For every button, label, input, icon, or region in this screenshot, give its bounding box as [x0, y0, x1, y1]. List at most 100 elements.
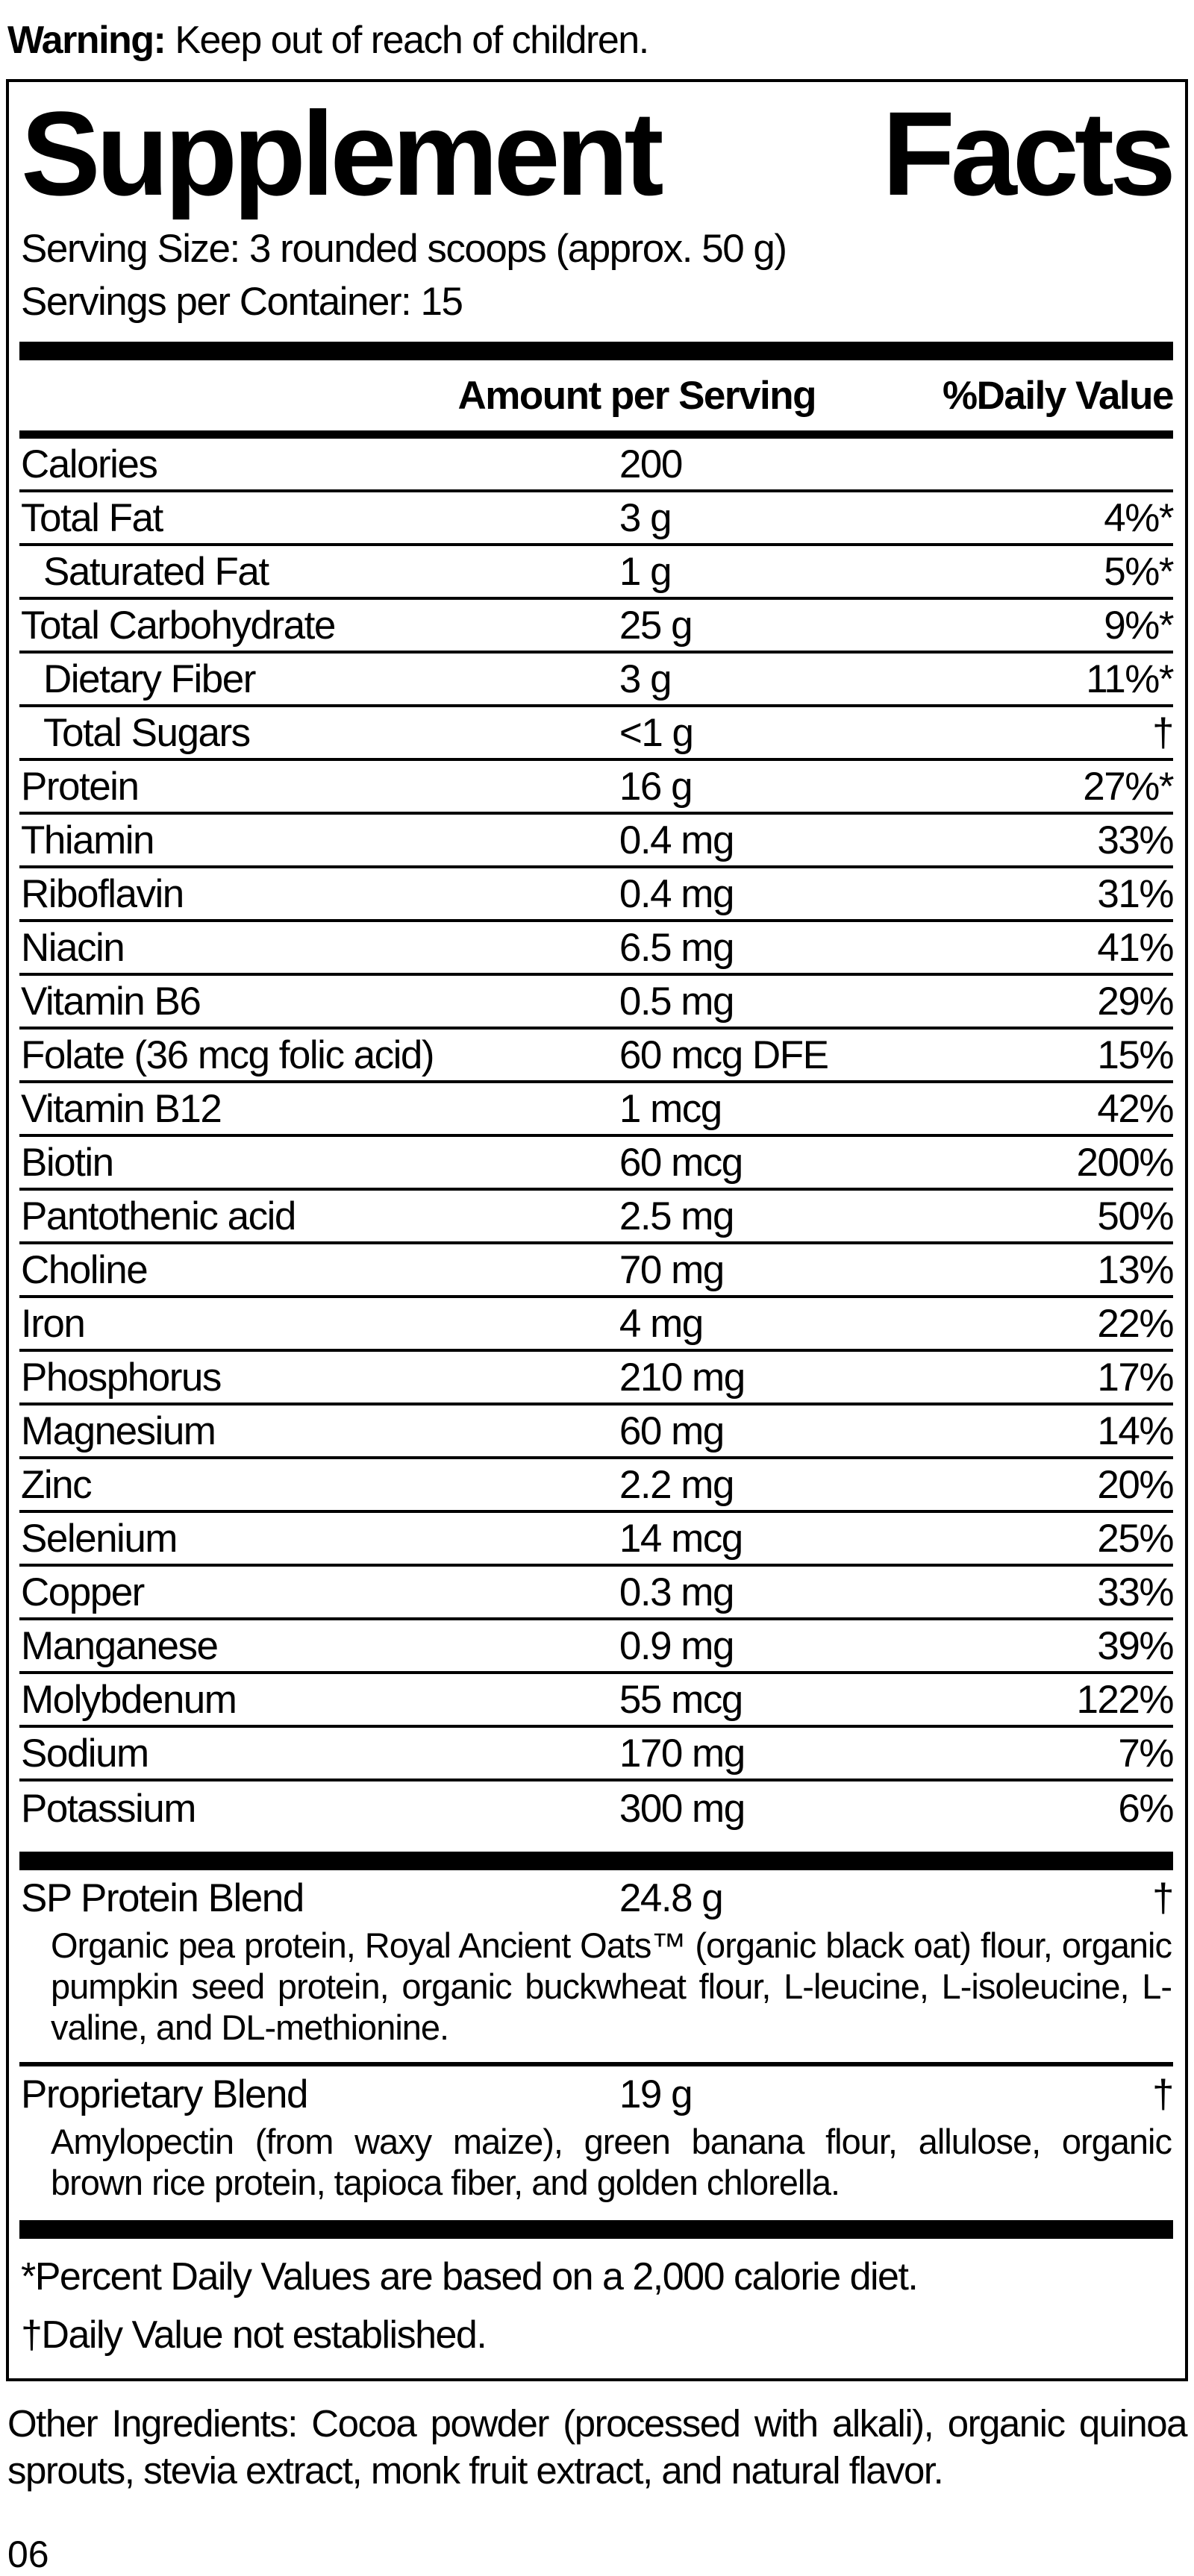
nutrient-dv: 20%	[1097, 1462, 1174, 1507]
nutrient-name: Folate (36 mcg folic acid)	[21, 1032, 435, 1077]
table-row-copper: Copper 0.3 mg 33%	[19, 1567, 1174, 1621]
nutrient-name: Riboflavin	[21, 871, 184, 916]
proprietary-blend-ingredients: Amylopectin (from waxy maize), green ban…	[51, 2122, 1172, 2203]
nutrient-dv: 6%	[1118, 1786, 1174, 1831]
nutrient-name: Pantothenic acid	[21, 1194, 296, 1238]
panel-title-word-right: Facts	[882, 87, 1176, 220]
footnotes: *Percent Daily Values are based on a 2,0…	[19, 2252, 1173, 2360]
nutrient-dv: 200%	[1076, 1140, 1174, 1185]
nutrient-amount: 14 mcg	[619, 1516, 743, 1561]
nutrient-amount: 1 mcg	[619, 1086, 722, 1131]
nutrient-dv: 11%*	[1086, 656, 1174, 701]
nutrient-amount: 1 g	[619, 549, 672, 594]
divider-thick-blends	[19, 1852, 1173, 1871]
table-row-total-fat: Total Fat 3 g 4%*	[19, 492, 1174, 547]
nutrient-name: Biotin	[21, 1140, 114, 1185]
nutrient-name: Choline	[21, 1247, 149, 1292]
table-row-zinc: Zinc 2.2 mg 20%	[19, 1459, 1174, 1514]
nutrient-amount: 60 mcg	[619, 1140, 743, 1185]
nutrient-name: Saturated Fat	[43, 549, 269, 594]
nutrient-name: Thiamin	[21, 818, 155, 862]
table-row-manganese: Manganese 0.9 mg 39%	[19, 1620, 1174, 1675]
table-row-pantothenic-acid: Pantothenic acid 2.5 mg 50%	[19, 1191, 1174, 1245]
nutrient-name: Niacin	[21, 925, 125, 970]
table-row-saturated-fat: Saturated Fat 1 g 5%*	[19, 546, 1174, 601]
nutrient-name: Selenium	[21, 1516, 178, 1561]
nutrient-name: Magnesium	[21, 1408, 216, 1453]
nutrient-amount: 300 mg	[619, 1786, 746, 1831]
blend-amount: 19 g	[619, 2072, 693, 2116]
blend-name: Proprietary Blend	[21, 2072, 308, 2116]
nutrient-amount: 25 g	[619, 603, 693, 648]
nutrient-name: Vitamin B6	[21, 979, 201, 1024]
nutrient-amount: 4 mg	[619, 1301, 704, 1346]
nutrient-amount: 60 mg	[619, 1408, 725, 1453]
warning-line: Warning: Keep out of reach of children.	[7, 18, 1188, 63]
blend-dv: †	[1152, 2072, 1174, 2116]
warning-text: Keep out of reach of children.	[165, 19, 649, 62]
nutrient-dv: †	[1152, 710, 1174, 755]
supplement-facts-panel: Supplement Facts Serving Size: 3 rounded…	[6, 79, 1188, 2382]
table-row-calories: Calories 200	[19, 439, 1173, 493]
nutrient-name: Vitamin B12	[21, 1086, 222, 1131]
nutrient-dv: 50%	[1097, 1194, 1174, 1238]
table-row-total-carbohydrate: Total Carbohydrate 25 g 9%*	[19, 600, 1174, 654]
nutrient-name: Calories	[21, 442, 158, 486]
nutrient-dv: 5%*	[1104, 549, 1174, 594]
nutrient-amount: 0.9 mg	[619, 1623, 735, 1668]
table-row-iron: Iron 4 mg 22%	[19, 1298, 1174, 1353]
nutrient-name: Dietary Fiber	[43, 656, 256, 701]
warning-label: Warning:	[7, 19, 166, 62]
nutrient-dv: 41%	[1097, 925, 1174, 970]
nutrient-amount: 200	[619, 442, 683, 486]
nutrient-dv: 29%	[1097, 979, 1174, 1024]
footnote-percent-daily-value: *Percent Daily Values are based on a 2,0…	[21, 2255, 919, 2299]
nutrient-amount: 3 g	[619, 656, 672, 701]
nutrient-dv: 4%*	[1104, 495, 1174, 540]
nutrient-dv: 14%	[1097, 1408, 1174, 1453]
table-row-molybdenum: Molybdenum 55 mcg 122%	[19, 1674, 1174, 1729]
divider-medium-header	[19, 430, 1173, 439]
nutrient-dv: 39%	[1097, 1623, 1174, 1668]
table-row-sodium: Sodium 170 mg 7%	[19, 1728, 1174, 1782]
nutrient-amount: 55 mcg	[619, 1677, 743, 1722]
panel-title: Supplement Facts	[21, 87, 1176, 220]
table-row-magnesium: Magnesium 60 mg 14%	[19, 1405, 1174, 1460]
nutrient-name: Copper	[21, 1570, 145, 1614]
nutrient-dv: 33%	[1097, 1570, 1174, 1614]
nutrient-dv: 15%	[1097, 1032, 1174, 1077]
nutrient-name: Phosphorus	[21, 1355, 222, 1400]
table-row-riboflavin: Riboflavin 0.4 mg 31%	[19, 868, 1174, 923]
nutrient-amount: 60 mcg DFE	[619, 1032, 829, 1077]
table-row-selenium: Selenium 14 mcg 25%	[19, 1513, 1174, 1567]
nutrient-name: Potassium	[21, 1786, 196, 1831]
nutrient-amount: 0.3 mg	[619, 1570, 735, 1614]
page-number: 06	[7, 2533, 49, 2575]
nutrient-amount: 170 mg	[619, 1731, 746, 1776]
nutrient-amount: 0.5 mg	[619, 979, 735, 1024]
table-row-vitamin-b6: Vitamin B6 0.5 mg 29%	[19, 976, 1174, 1030]
nutrient-dv: 9%*	[1104, 603, 1174, 648]
table-row-total-sugars: Total Sugars <1 g †	[19, 707, 1174, 762]
header-daily-value: %Daily Value	[942, 373, 1175, 418]
nutrient-amount: 0.4 mg	[619, 818, 735, 862]
header-amount-per-serving: Amount per Serving	[457, 373, 816, 418]
divider-medium-blends	[19, 2062, 1173, 2067]
nutrient-dv: 122%	[1076, 1677, 1174, 1722]
nutrient-dv: 31%	[1097, 871, 1174, 916]
nutrient-name: Manganese	[21, 1623, 219, 1668]
blend-amount: 24.8 g	[619, 1875, 724, 1920]
table-row-protein: Protein 16 g 27%*	[19, 761, 1174, 815]
nutrient-amount: 70 mg	[619, 1247, 725, 1292]
nutrient-amount: 16 g	[619, 764, 693, 809]
nutrient-dv: 42%	[1097, 1086, 1174, 1131]
nutrient-name: Sodium	[21, 1731, 149, 1776]
sp-protein-blend-ingredients: Organic pea protein, Royal Ancient Oats™…	[51, 1925, 1172, 2048]
nutrient-dv: 22%	[1097, 1301, 1174, 1346]
divider-thick-footnotes	[19, 2220, 1173, 2240]
nutrient-amount: 3 g	[619, 495, 672, 540]
table-header: Amount per Serving %Daily Value	[19, 360, 1175, 430]
blend-name: SP Protein Blend	[21, 1875, 304, 1920]
nutrient-name: Total Sugars	[43, 710, 251, 755]
